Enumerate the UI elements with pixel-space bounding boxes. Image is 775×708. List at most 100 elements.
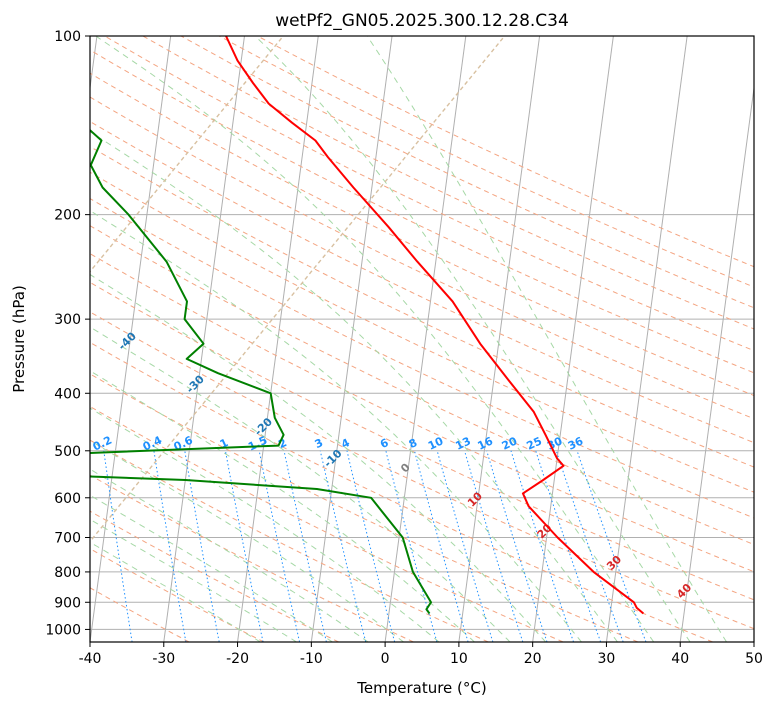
dry-adiabat-line bbox=[90, 510, 339, 642]
mixing-ratio-label: 25 bbox=[525, 434, 544, 452]
dry-adiabat-line bbox=[90, 548, 265, 642]
dry-adiabat-line bbox=[218, 36, 754, 288]
dry-adiabat-line bbox=[90, 439, 489, 642]
axes: -40 -30 -20 -10 0 10 20 30 40 50 100 200 300 400 500 60… bbox=[45, 29, 763, 667]
mixing-ratio-line bbox=[319, 450, 367, 642]
x-axis-title: Temperature (°C) bbox=[356, 679, 486, 697]
mixing-ratio-label: 6 bbox=[378, 436, 391, 451]
mixing-ratio-label: 3 bbox=[313, 436, 325, 451]
chart-title: wetPf2_GN05.2025.300.12.28.C34 bbox=[275, 11, 569, 31]
moist-adiabat-line bbox=[90, 210, 582, 642]
y-tick-label: 1000 bbox=[45, 622, 81, 638]
mixing-ratio-line bbox=[414, 450, 469, 642]
moist-adiabat-line bbox=[90, 518, 297, 642]
x-tick-label: 30 bbox=[598, 651, 616, 667]
mixing-ratio-line bbox=[258, 450, 301, 642]
isotherm-line bbox=[384, 36, 467, 642]
mixing-ratio-line bbox=[576, 450, 647, 642]
moist-adiabat-line bbox=[90, 131, 618, 642]
mixing-ratio-line bbox=[385, 450, 438, 642]
mixing-ratio-line bbox=[535, 450, 602, 642]
dry-adiabat-line bbox=[90, 373, 639, 642]
x-tick-label: 0 bbox=[381, 651, 390, 667]
x-tick-label: -30 bbox=[152, 651, 175, 667]
dry-adiabat-line bbox=[90, 405, 564, 642]
boundary-curve bbox=[90, 36, 284, 273]
isotherm-line bbox=[753, 638, 754, 642]
dewpoint-profile-line bbox=[90, 128, 432, 615]
dry-adiabat-line bbox=[90, 145, 754, 468]
isotherm-line bbox=[90, 36, 98, 92]
y-tick-label: 400 bbox=[54, 386, 81, 402]
dry-adiabat-line bbox=[142, 36, 754, 330]
mixing-ratio-line bbox=[224, 450, 264, 642]
isotherm-label: 30 bbox=[604, 553, 624, 573]
plot-area: 0.10.20.40.611.52346810131620253036-100-… bbox=[47, 36, 754, 642]
isotherm-line bbox=[163, 36, 245, 642]
mixing-ratio-line bbox=[464, 450, 524, 642]
y-tick-label: 700 bbox=[54, 531, 81, 547]
mixing-ratio-line bbox=[283, 450, 327, 642]
y-tick-label: 800 bbox=[54, 565, 81, 581]
isotherm-line bbox=[458, 36, 541, 642]
moist-adiabat-line bbox=[254, 36, 691, 642]
x-tick-label: -40 bbox=[79, 651, 102, 667]
plot-frame bbox=[89, 35, 755, 643]
moist-adiabat-line bbox=[90, 439, 404, 642]
dry-adiabat-line bbox=[90, 311, 754, 630]
mixing-ratio-label: 20 bbox=[500, 434, 520, 452]
y-axis-title: Pressure (hPa) bbox=[10, 285, 28, 393]
mixing-ratio-label: 30 bbox=[545, 434, 565, 452]
isotherm-line bbox=[90, 36, 172, 642]
x-tick-label: 20 bbox=[524, 651, 542, 667]
isotherm-line bbox=[532, 36, 614, 642]
dry-adiabat-line bbox=[90, 49, 754, 374]
moist-adiabat-line bbox=[90, 407, 440, 642]
isotherm-label: -30 bbox=[184, 372, 207, 395]
dry-adiabat-line bbox=[90, 281, 754, 601]
mixing-ratio-line bbox=[346, 450, 396, 642]
dry-adiabat-line bbox=[90, 253, 754, 573]
mixing-ratio-line bbox=[510, 450, 574, 642]
moist-adiabat-line bbox=[90, 273, 547, 642]
y-tick-label: 600 bbox=[54, 491, 81, 507]
isotherm-label: -40 bbox=[116, 329, 139, 352]
x-tick-label: 40 bbox=[671, 651, 689, 667]
y-tick-label: 900 bbox=[54, 595, 81, 611]
y-tick-label: 200 bbox=[54, 208, 81, 224]
isotherm-label: -50 bbox=[47, 287, 70, 310]
dry-adiabat-line bbox=[90, 96, 754, 420]
y-tick-label: 500 bbox=[54, 444, 81, 460]
moist-adiabat-line bbox=[90, 326, 511, 642]
temperature-profile-line bbox=[225, 36, 645, 615]
moist-adiabat-line bbox=[90, 494, 333, 642]
isotherm-line bbox=[237, 36, 319, 642]
mixing-ratio-line bbox=[486, 450, 548, 642]
x-tick-label: -10 bbox=[300, 651, 323, 667]
dry-adiabat-line bbox=[90, 171, 754, 493]
boundary-curve bbox=[90, 36, 506, 543]
mixing-ratio-label: 16 bbox=[476, 434, 496, 452]
dry-adiabat-line bbox=[90, 72, 754, 397]
mixing-ratio-label: 8 bbox=[407, 436, 419, 451]
moist-adiabat-line bbox=[95, 36, 655, 642]
dry-adiabat-line bbox=[104, 36, 754, 352]
isotherm-label: -20 bbox=[252, 415, 275, 438]
x-tick-label: 50 bbox=[745, 651, 763, 667]
dry-adiabat-line bbox=[90, 341, 713, 642]
mixing-ratio-label: 10 bbox=[426, 434, 446, 452]
moist-adiabat-line bbox=[366, 36, 727, 642]
mixing-ratio-line bbox=[555, 450, 624, 642]
mixing-ratio-label: 13 bbox=[453, 434, 472, 452]
dry-adiabat-line bbox=[90, 120, 754, 444]
isotherm-line bbox=[679, 84, 754, 642]
y-tick-label: 300 bbox=[54, 312, 81, 328]
mixing-ratio-line bbox=[436, 450, 494, 642]
y-tick-label: 100 bbox=[54, 29, 81, 45]
dry-adiabat-line bbox=[90, 198, 754, 519]
mixing-ratio-label: 4 bbox=[339, 436, 352, 451]
isotherm-label: 10 bbox=[465, 489, 485, 509]
dry-adiabat-line bbox=[257, 36, 754, 268]
isotherm-line bbox=[605, 36, 688, 642]
